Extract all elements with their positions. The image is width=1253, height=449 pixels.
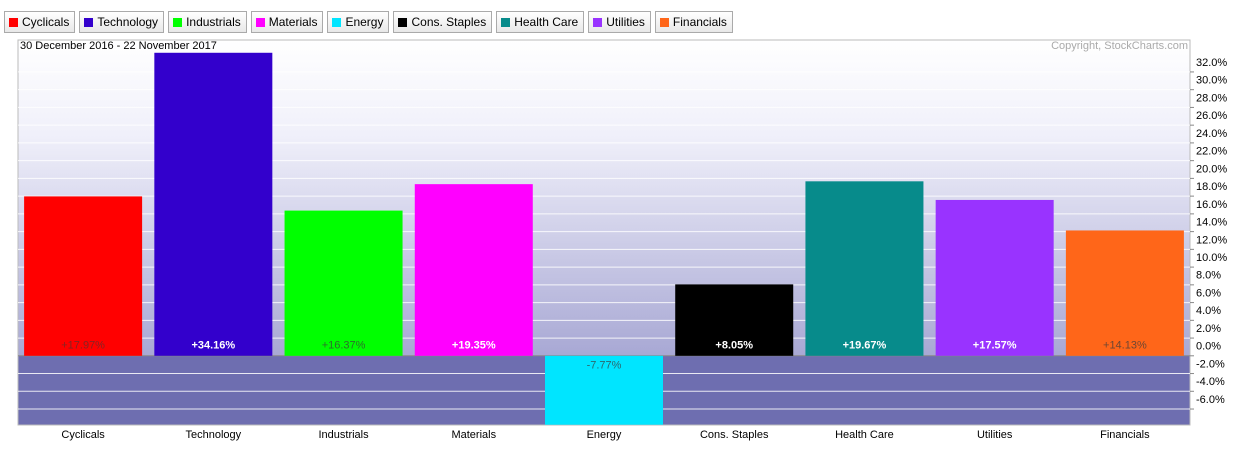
legend-label: Energy	[345, 15, 384, 29]
bar	[154, 52, 273, 356]
legend-swatch	[84, 17, 94, 27]
legend-swatch	[501, 17, 511, 27]
value-label: -7.77%	[587, 360, 622, 372]
plot-border	[17, 39, 1191, 426]
y-tick-label: 10.0%	[1196, 252, 1227, 264]
legend-item[interactable]: Materials	[250, 11, 324, 33]
x-tick-label: Materials	[451, 429, 496, 441]
y-tick-label: -6.0%	[1196, 394, 1225, 406]
y-tick-label: 6.0%	[1196, 287, 1221, 299]
x-tick-label: Financials	[1100, 429, 1150, 441]
y-tick-label: 20.0%	[1196, 163, 1227, 175]
y-tick-label: 28.0%	[1196, 92, 1227, 104]
legend-item[interactable]: Energy	[327, 11, 390, 33]
legend-item[interactable]: Cons. Staples	[393, 11, 493, 33]
bar	[545, 355, 663, 425]
value-label: +14.13%	[1103, 340, 1147, 352]
legend-label: Materials	[268, 15, 318, 29]
subtitle: 30 December 2016 - 22 November 2017	[20, 40, 217, 52]
bar	[284, 210, 403, 356]
value-label: +16.37%	[322, 340, 366, 352]
y-tick-label: 22.0%	[1196, 146, 1227, 158]
legend-swatch	[659, 17, 669, 27]
y-tick-label: 24.0%	[1196, 128, 1227, 140]
legend-label: Financials	[672, 15, 727, 29]
bar	[414, 184, 533, 356]
y-tick-label: 0.0%	[1196, 341, 1221, 353]
legend-label: Health Care	[514, 15, 579, 29]
y-tick-label: 26.0%	[1196, 110, 1227, 122]
y-tick-label: 16.0%	[1196, 199, 1227, 211]
y-tick-label: -2.0%	[1196, 358, 1225, 370]
y-tick-label: -4.0%	[1196, 376, 1225, 388]
legend-swatch	[173, 17, 183, 27]
value-label: +17.57%	[973, 340, 1017, 352]
y-tick-label: 2.0%	[1196, 323, 1221, 335]
y-tick-label: 8.0%	[1196, 270, 1221, 282]
legend-item[interactable]: Technology	[79, 11, 165, 33]
legend-swatch	[9, 17, 18, 27]
x-tick-label: Utilities	[977, 429, 1013, 441]
value-label: +17.97%	[61, 340, 105, 352]
legend-item[interactable]: Utilities	[588, 11, 651, 33]
y-tick-label: 14.0%	[1196, 217, 1227, 229]
legend-label: Utilities	[606, 15, 645, 29]
x-tick-label: Technology	[186, 429, 242, 441]
x-tick-label: Health Care	[835, 429, 894, 441]
x-tick-label: Industrials	[318, 429, 369, 441]
y-tick-label: 4.0%	[1196, 305, 1221, 317]
annotation: Copyright, StockCharts.com	[1051, 40, 1188, 52]
legend-label: Cons. Staples	[411, 15, 487, 29]
y-tick-label: 18.0%	[1196, 181, 1227, 193]
x-tick-label: Energy	[587, 429, 622, 441]
value-label: +19.35%	[452, 340, 496, 352]
bar	[1065, 230, 1184, 356]
legend-item[interactable]: Health Care	[496, 11, 585, 33]
bar	[805, 181, 924, 356]
bar	[675, 284, 794, 356]
legend-label: Technology	[97, 15, 159, 29]
value-label: +34.16%	[191, 340, 235, 352]
legend-swatch	[593, 17, 603, 27]
legend-item[interactable]: Financials	[654, 11, 733, 33]
bar	[24, 196, 143, 356]
legend-swatch	[398, 17, 408, 27]
legend-label: Industrials	[186, 15, 241, 29]
legend-swatch	[255, 17, 265, 27]
y-tick-label: 12.0%	[1196, 234, 1227, 246]
legend-swatch	[332, 17, 342, 27]
bar	[935, 199, 1054, 356]
x-tick-label: Cons. Staples	[700, 429, 769, 441]
legend-item[interactable]: Industrials	[168, 11, 247, 33]
y-tick-label: 32.0%	[1196, 57, 1227, 69]
value-label: +19.67%	[843, 340, 887, 352]
y-tick-label: 30.0%	[1196, 75, 1227, 87]
legend: Cyclicals Technology Industrials Materials E…	[4, 11, 733, 33]
x-tick-label: Cyclicals	[61, 429, 105, 441]
legend-label: Cyclicals	[22, 15, 70, 29]
legend-item[interactable]: Cyclicals	[4, 11, 76, 33]
value-label: +8.05%	[715, 340, 753, 352]
